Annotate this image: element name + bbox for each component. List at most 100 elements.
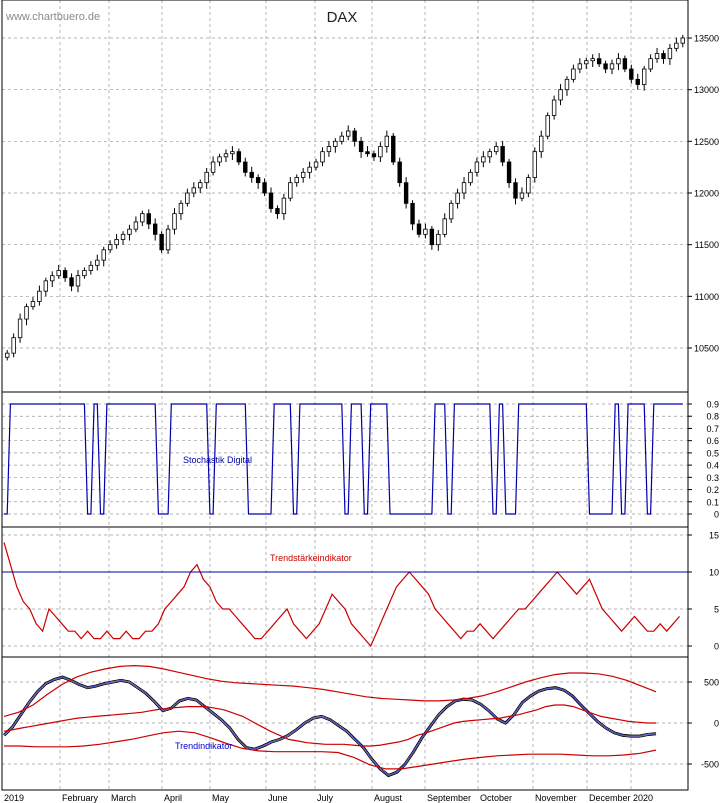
month-label: June <box>268 793 288 803</box>
candle-body <box>397 161 402 184</box>
trend-band-line <box>4 730 657 770</box>
candle-body <box>50 275 55 282</box>
y-tick-label: 0.4 <box>706 461 719 471</box>
candle-body <box>11 337 16 354</box>
y-tick-label: 11000 <box>695 292 719 302</box>
month-label: April <box>164 793 182 803</box>
month-label: November <box>535 793 577 803</box>
candle-body <box>680 37 685 44</box>
candle-body <box>236 151 242 163</box>
candle-body <box>120 233 126 240</box>
candle-body <box>326 146 332 153</box>
candle-body <box>69 277 74 287</box>
candle-body <box>474 161 480 173</box>
y-tick-label: 12000 <box>694 189 719 199</box>
candle-body <box>378 146 383 158</box>
y-tick-label: 0 <box>714 642 719 652</box>
candle-body <box>603 63 608 70</box>
candle-body <box>442 218 447 235</box>
candle-body <box>165 228 171 251</box>
month-label: July <box>317 793 334 803</box>
y-tick-label: 0.1 <box>706 497 719 507</box>
candle-body <box>371 153 377 158</box>
candle-body <box>133 221 139 230</box>
candle-body <box>95 259 100 266</box>
candle-body <box>577 63 583 70</box>
y-tick-label: 0.2 <box>706 485 719 495</box>
candle-body <box>564 78 570 91</box>
candle-body <box>24 306 29 320</box>
candle-body <box>429 228 435 246</box>
candle-body <box>114 239 119 246</box>
y-tick-label: 13500 <box>694 34 719 44</box>
trend-band-line <box>3 704 656 747</box>
month-label: May <box>212 793 230 803</box>
trend-line <box>3 676 657 776</box>
y-tick-label: -500 <box>701 760 719 770</box>
candle-body <box>423 228 428 235</box>
candle-body <box>403 182 409 204</box>
candle-body <box>448 202 454 220</box>
candle-body <box>558 89 563 101</box>
candle-body <box>281 197 287 215</box>
trend_strength-label: Trendstärkeindikator <box>270 553 352 563</box>
candle-body <box>140 213 145 223</box>
candle-body <box>596 58 602 65</box>
candle-body <box>5 352 10 358</box>
candle-body <box>178 202 184 215</box>
candle-body <box>667 47 673 60</box>
y-tick-label: 12500 <box>694 137 719 147</box>
candle-body <box>461 182 467 194</box>
y-tick-label: 0 <box>714 510 719 520</box>
candle-body <box>500 146 505 163</box>
candle-body <box>300 171 306 178</box>
candle-body <box>320 151 325 163</box>
candle-body <box>204 171 209 184</box>
candle-body <box>352 130 357 142</box>
candle-body <box>545 115 550 137</box>
y-tick-label: 15 <box>709 531 719 541</box>
y-tick-label: 500 <box>704 678 719 688</box>
candle-body <box>410 202 415 225</box>
watermark: www.chartbuero.de <box>5 11 100 23</box>
month-labels: 2019 February March April May June July August S… <box>4 793 653 803</box>
candle-body <box>487 151 492 158</box>
candle-body <box>217 156 222 163</box>
month-label: February <box>62 793 99 803</box>
candle-body <box>468 171 473 184</box>
candle-body <box>333 140 338 147</box>
stochastic-line <box>4 403 683 515</box>
month-label: August <box>374 793 403 803</box>
candle-body <box>571 68 576 80</box>
candle-body <box>262 182 267 194</box>
candle-body <box>288 182 293 199</box>
chart-title: DAX <box>327 9 358 26</box>
candle-body <box>56 270 61 277</box>
candle-body <box>481 156 486 163</box>
candle-body <box>172 213 177 230</box>
month-label: 2019 <box>4 793 24 803</box>
month-label: March <box>111 793 136 803</box>
month-label: September <box>427 793 471 803</box>
candle-body <box>275 208 280 215</box>
month-label: October <box>480 793 512 803</box>
candle-body <box>185 192 190 204</box>
candle-body <box>37 290 42 302</box>
y-tick-label: 0.3 <box>706 473 719 483</box>
candle-body <box>191 187 197 194</box>
candle-body <box>513 182 518 199</box>
candle-body <box>391 135 396 163</box>
month-label: 2020 <box>633 793 653 803</box>
candle-body <box>294 177 299 184</box>
candle-body <box>82 270 87 277</box>
candle-body <box>648 58 653 70</box>
y-tick-label: 10 <box>709 568 719 578</box>
candle-body <box>358 140 364 153</box>
y-tick-label: 11500 <box>695 240 719 250</box>
candle-body <box>210 161 216 173</box>
candle-body <box>88 264 94 271</box>
candle-body <box>629 68 634 80</box>
candle-body <box>674 42 679 49</box>
